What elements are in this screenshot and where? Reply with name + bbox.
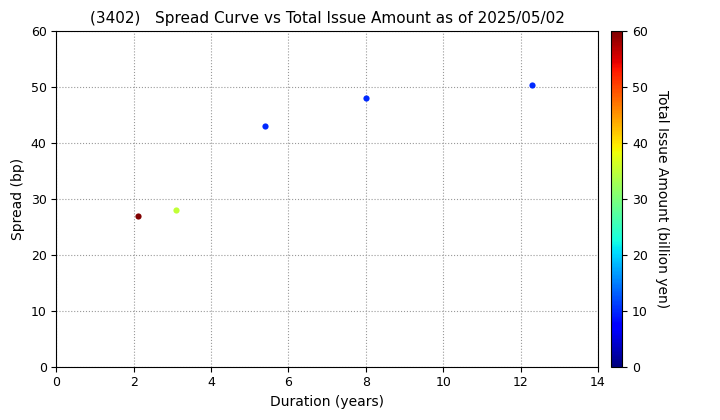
Point (526, 81, 538, 88)
Title: (3402)   Spread Curve vs Total Issue Amount as of 2025/05/02: (3402) Spread Curve vs Total Issue Amoun… (90, 11, 564, 26)
Point (259, 123, 271, 130)
Y-axis label: Spread (bp): Spread (bp) (11, 158, 25, 240)
X-axis label: Duration (years): Duration (years) (270, 395, 384, 409)
Y-axis label: Total Issue Amount (billion yen): Total Issue Amount (billion yen) (654, 90, 669, 308)
Point (171, 207, 182, 213)
Point (132, 213, 143, 219)
Point (360, 95, 372, 102)
